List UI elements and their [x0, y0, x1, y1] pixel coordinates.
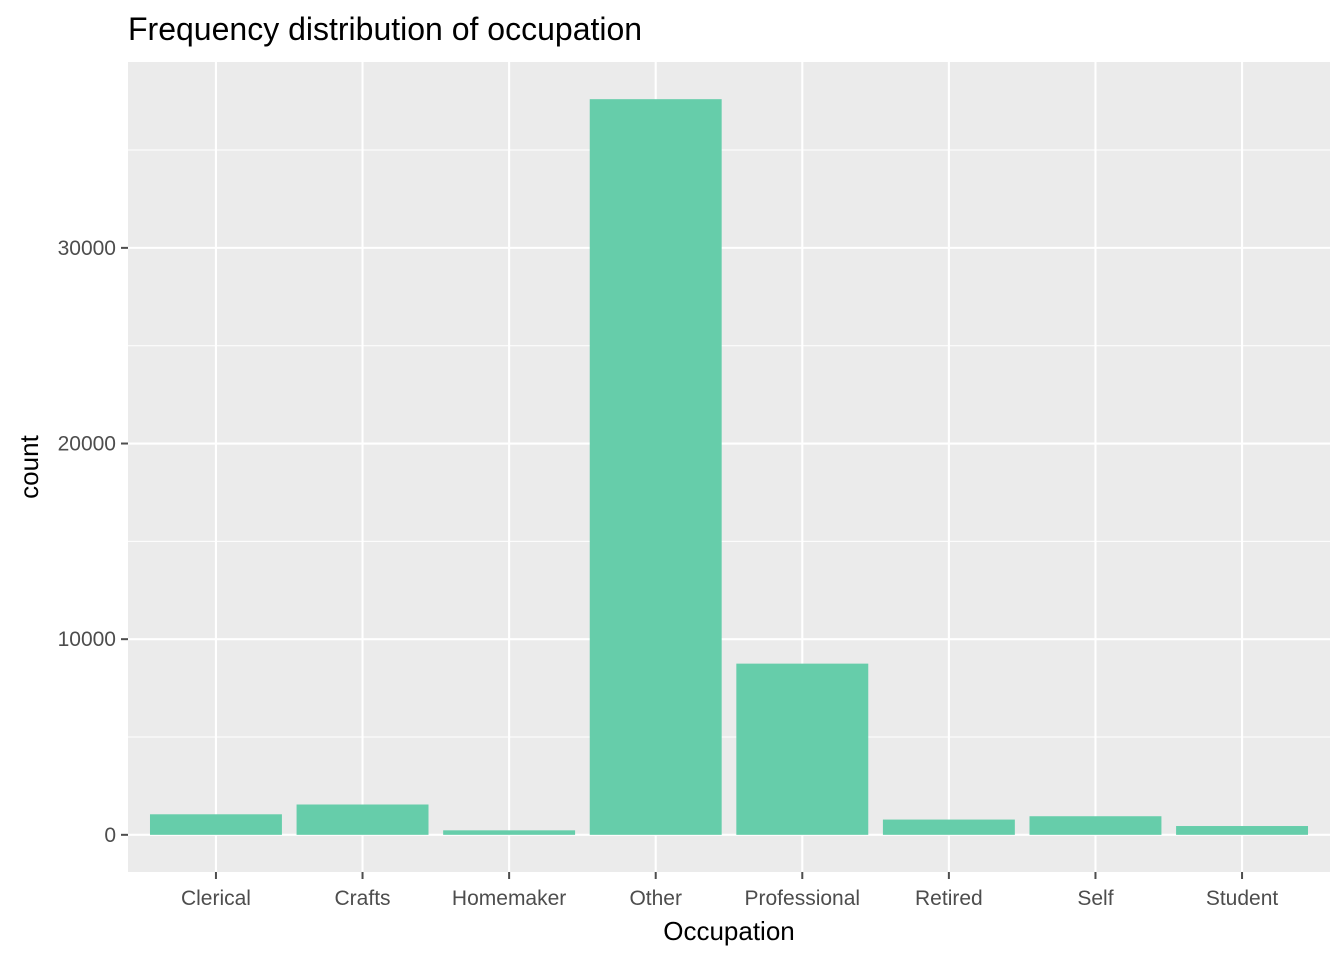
bar-student [1176, 826, 1309, 835]
bar-professional [736, 663, 869, 835]
y-tick-label: 30000 [58, 237, 116, 260]
bar-clerical [149, 814, 282, 835]
bar-retired [882, 819, 1015, 835]
bar-other [589, 99, 722, 835]
x-tick-label-student: Student [1206, 887, 1279, 910]
x-tick-label-retired: Retired [915, 887, 983, 910]
minor-gridlines [128, 149, 1330, 738]
x-tick-label-other: Other [629, 887, 682, 910]
x-tick-label-self: Self [1077, 887, 1113, 910]
y-tick-label: 10000 [58, 628, 116, 651]
x-tick-label-homemaker: Homemaker [452, 887, 566, 910]
bar-crafts [296, 804, 429, 835]
y-tick-label: 20000 [58, 433, 116, 456]
x-tick-label-clerical: Clerical [181, 887, 251, 910]
x-tick-label-professional: Professional [745, 887, 861, 910]
bar-homemaker [443, 830, 576, 835]
y-axis-title: count [14, 434, 44, 498]
chart-title: Frequency distribution of occupation [128, 11, 642, 47]
x-axis-ticks: Clerical Crafts Homemaker Other Professional… [181, 872, 1278, 910]
x-axis-title: Occupation [663, 916, 795, 946]
y-tick-label: 0 [104, 824, 116, 847]
plot-panel [128, 62, 1330, 872]
bar-self [1029, 816, 1162, 835]
bars [149, 99, 1309, 835]
x-tick-label-crafts: Crafts [335, 887, 391, 910]
y-axis-ticks: 0 10000 20000 30000 [58, 237, 128, 847]
